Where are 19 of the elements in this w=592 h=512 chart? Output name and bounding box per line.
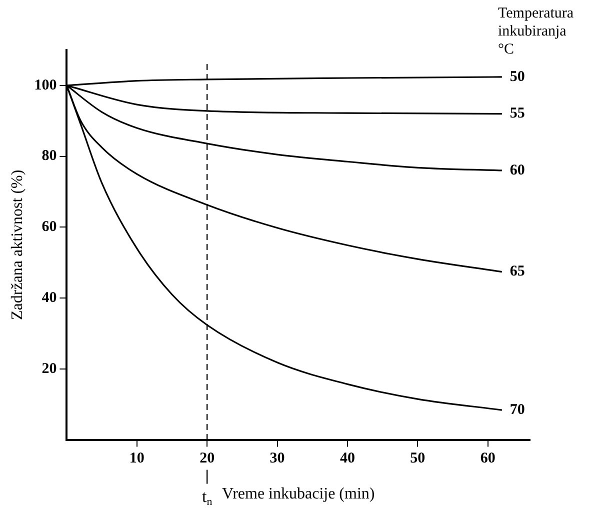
y-tick-label: 20 [42, 360, 57, 377]
y-tick-label: 100 [34, 77, 57, 94]
series-label: 60 [510, 162, 525, 178]
x-axis-title: Vreme inkubacije (min) [222, 486, 375, 503]
x-tick-label: 30 [270, 450, 285, 467]
series-label: 65 [510, 264, 525, 280]
x-tick-label: 50 [410, 450, 426, 467]
series-label: 70 [510, 402, 525, 418]
x-tick-label: 60 [480, 450, 496, 467]
series-label: 50 [510, 68, 525, 85]
x-tick-label: 20 [200, 450, 215, 467]
y-tick-label: 80 [42, 148, 57, 164]
y-tick-label: 60 [42, 219, 57, 236]
series-label: 55 [510, 106, 525, 122]
x-tick-label: 10 [129, 450, 144, 467]
y-tick-label: 40 [42, 290, 57, 306]
y-axis-title: Zadržana aktivnost (%) [8, 170, 26, 320]
legend-title: Temperatura inkubiranja °C [498, 5, 574, 58]
x-tick-label: 40 [340, 450, 355, 467]
